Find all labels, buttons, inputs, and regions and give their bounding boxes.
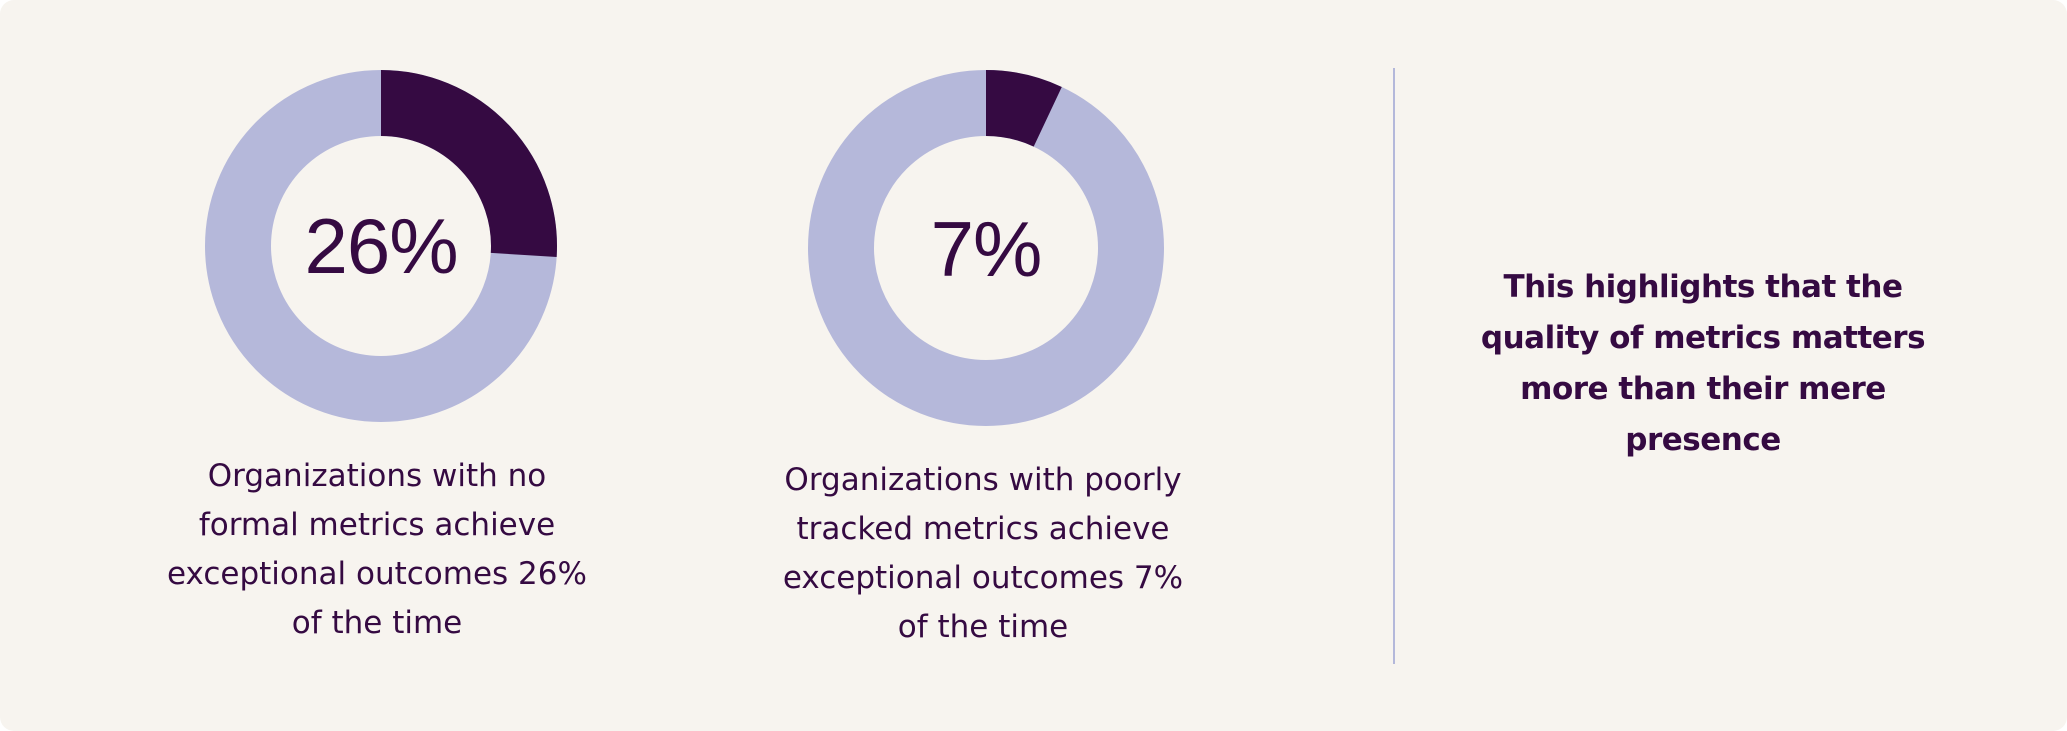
donut-center-label-poorly-tracked: 7% [930, 205, 1043, 293]
highlight-statement: This highlights that the quality of metr… [1480, 269, 1926, 458]
donut-slice-value-poorly-tracked [985, 70, 1062, 148]
donut-chart-poorly-tracked [808, 70, 1164, 426]
donut-chart-no-metrics [205, 70, 557, 422]
donut-center-label-no-metrics: 26% [304, 202, 458, 290]
vertical-divider [1393, 68, 1395, 664]
donut-slice-value-no-metrics [380, 70, 557, 258]
caption-no-metrics: Organizations with no formal metrics ach… [167, 458, 587, 641]
caption-poorly-tracked: Organizations with poorly tracked metric… [782, 462, 1184, 645]
